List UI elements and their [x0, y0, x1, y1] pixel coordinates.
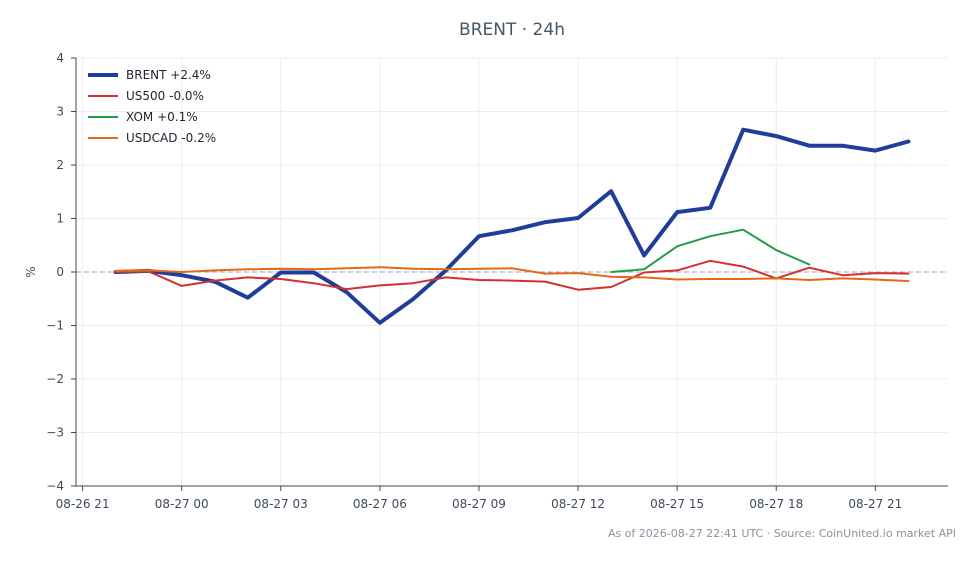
- ytick-label: −3: [46, 426, 64, 440]
- axes-layer: −4 −3 −2 −1 0 1 2 3 4 08-26 21 08-27 00 08-27 03 08-…: [24, 51, 948, 511]
- series-line-0: [113, 127, 911, 325]
- ytick-label: 2: [56, 158, 64, 172]
- ytick-label: −1: [46, 319, 64, 333]
- xtick-label: 08-27 00: [155, 497, 209, 511]
- legend-label: XOM +0.1%: [126, 110, 198, 124]
- series-layer: [113, 127, 911, 325]
- ytick-label: −2: [46, 372, 64, 386]
- legend-label: USDCAD -0.2%: [126, 131, 216, 145]
- legend-label: US500 -0.0%: [126, 89, 204, 103]
- series-line-1: [114, 259, 910, 291]
- series-line-3: [114, 266, 910, 283]
- xtick-label: 08-26 21: [56, 497, 110, 511]
- series-line-2: [610, 228, 811, 273]
- xtick-label: 08-27 09: [452, 497, 506, 511]
- chart-title: BRENT · 24h: [459, 20, 565, 40]
- y-axis-label: %: [24, 266, 38, 277]
- xtick-label: 08-27 18: [749, 497, 803, 511]
- xtick-label: 08-27 21: [848, 497, 902, 511]
- ytick-label: −4: [46, 479, 64, 493]
- footer-note: As of 2026-08-27 22:41 UTC · Source: Coi…: [607, 527, 956, 540]
- ytick-label: 3: [56, 105, 64, 119]
- grid-layer: [76, 57, 948, 487]
- legend: BRENT +2.4% US500 -0.0% XOM +0.1% USDCAD -0…: [88, 68, 216, 145]
- xtick-label: 08-27 15: [650, 497, 704, 511]
- ytick-label: 4: [56, 51, 64, 65]
- ytick-label: 0: [56, 265, 64, 279]
- xtick-label: 08-27 12: [551, 497, 605, 511]
- ytick-label: 1: [56, 212, 64, 226]
- xtick-label: 08-27 06: [353, 497, 407, 511]
- xtick-label: 08-27 03: [254, 497, 308, 511]
- legend-label: BRENT +2.4%: [126, 68, 211, 82]
